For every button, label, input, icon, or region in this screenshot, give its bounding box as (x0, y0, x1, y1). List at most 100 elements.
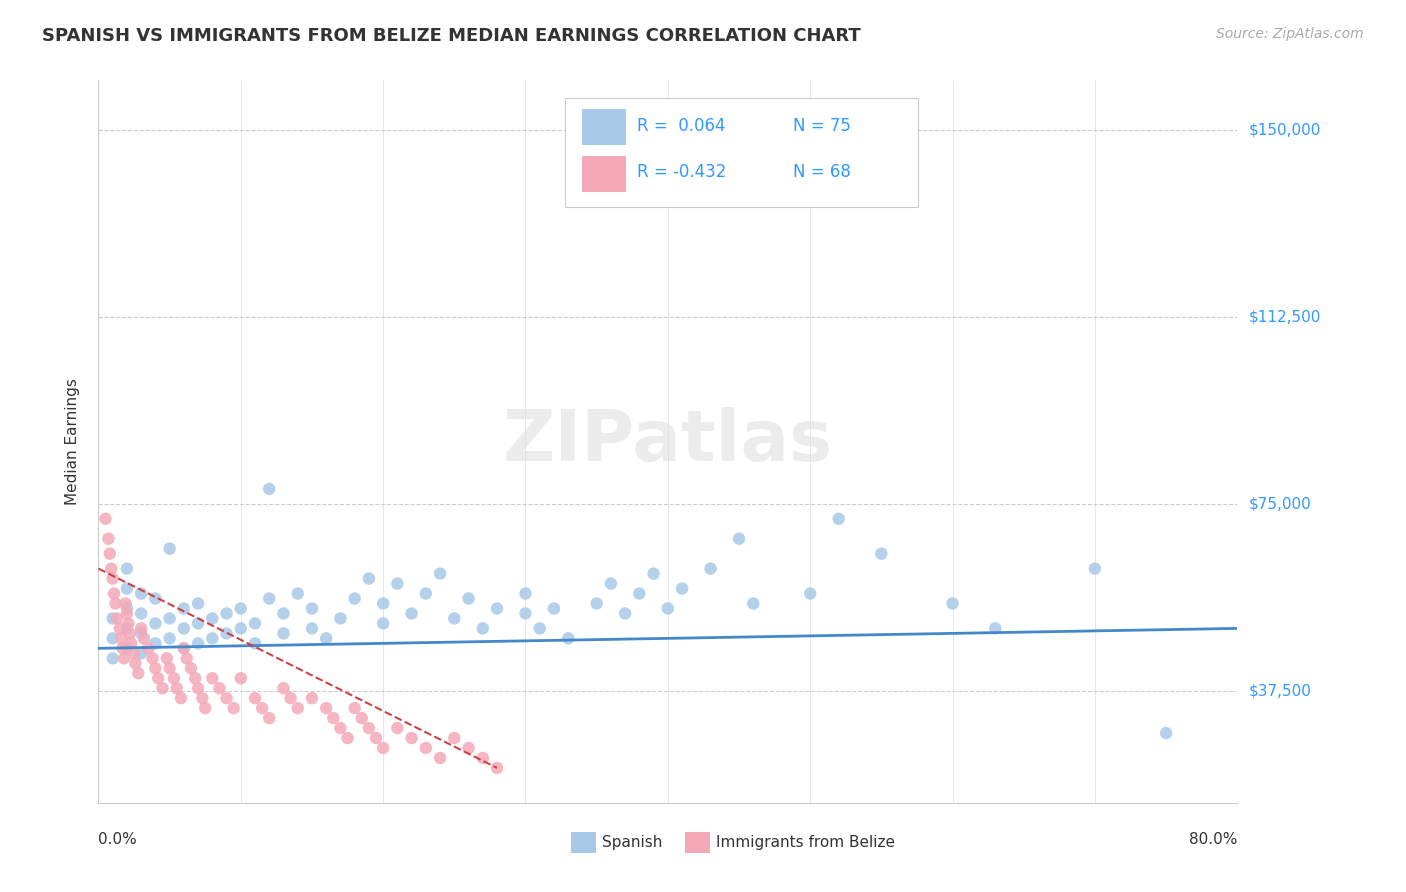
Point (101, 651, 124, 665)
Text: $150,000: $150,000 (1249, 122, 1320, 137)
Point (115, 607, 138, 621)
Point (287, 586, 309, 600)
Point (101, 572, 124, 586)
Point (315, 632, 337, 646)
Point (742, 597, 765, 611)
Point (415, 586, 437, 600)
Point (114, 597, 136, 611)
Point (243, 616, 266, 631)
Point (115, 582, 138, 596)
Point (215, 626, 238, 640)
Point (97, 532, 120, 546)
Point (243, 691, 266, 706)
Text: $112,500: $112,500 (1249, 310, 1320, 325)
Point (173, 641, 195, 656)
Point (373, 597, 395, 611)
Point (486, 761, 509, 775)
Point (401, 731, 423, 745)
Point (110, 632, 132, 646)
Point (104, 597, 127, 611)
Point (259, 711, 281, 725)
Point (215, 691, 238, 706)
Point (127, 666, 149, 681)
Text: SPANISH VS IMMIGRANTS FROM BELIZE MEDIAN EARNINGS CORRELATION CHART: SPANISH VS IMMIGRANTS FROM BELIZE MEDIAN… (42, 27, 860, 45)
Point (600, 576, 623, 591)
Point (145, 616, 167, 631)
Text: N = 75: N = 75 (793, 117, 851, 135)
Text: Spanish: Spanish (602, 835, 662, 850)
Point (643, 566, 665, 581)
Point (191, 691, 214, 706)
Point (343, 701, 366, 715)
Point (101, 632, 124, 646)
Point (373, 616, 395, 631)
Point (129, 646, 152, 660)
Text: Immigrants from Belize: Immigrants from Belize (716, 835, 894, 850)
Point (159, 611, 181, 625)
Point (671, 582, 693, 596)
Point (201, 611, 224, 625)
Point (942, 597, 965, 611)
Point (273, 626, 295, 640)
Point (443, 611, 465, 625)
Text: R = -0.432: R = -0.432 (637, 163, 727, 181)
Point (201, 671, 224, 685)
Point (187, 597, 209, 611)
Point (443, 731, 465, 745)
Point (457, 591, 479, 606)
FancyBboxPatch shape (565, 98, 918, 207)
FancyBboxPatch shape (582, 156, 626, 193)
Point (145, 636, 167, 650)
Point (120, 636, 142, 650)
Point (357, 572, 380, 586)
Point (415, 741, 437, 756)
Point (222, 701, 245, 715)
Point (301, 691, 323, 706)
Point (136, 641, 159, 656)
Point (122, 646, 145, 660)
Point (118, 626, 141, 640)
Point (350, 711, 373, 725)
Point (132, 632, 155, 646)
Point (129, 586, 152, 600)
Point (486, 601, 509, 615)
Point (124, 657, 146, 671)
Point (98, 547, 121, 561)
Point (457, 741, 479, 756)
Point (94, 512, 117, 526)
Point (145, 591, 167, 606)
Point (585, 597, 607, 611)
Point (243, 636, 266, 650)
Point (173, 601, 195, 615)
Point (529, 621, 551, 635)
Point (176, 651, 198, 665)
Point (100, 561, 122, 575)
Text: ZIPatlas: ZIPatlas (503, 407, 832, 476)
Point (173, 621, 195, 635)
Point (387, 576, 409, 591)
Point (103, 586, 125, 600)
Point (799, 586, 821, 600)
Point (145, 661, 167, 675)
Point (343, 591, 366, 606)
Point (156, 651, 179, 665)
Point (187, 616, 209, 631)
Point (357, 721, 380, 735)
Point (229, 621, 252, 635)
Point (129, 621, 152, 635)
Text: R =  0.064: R = 0.064 (637, 117, 725, 135)
Point (984, 621, 1007, 635)
Point (543, 601, 565, 615)
Point (259, 482, 281, 496)
Point (215, 607, 238, 621)
Point (184, 671, 207, 685)
Point (112, 651, 135, 665)
Point (322, 711, 344, 725)
Point (170, 691, 193, 706)
Text: $37,500: $37,500 (1249, 683, 1312, 698)
Point (471, 751, 494, 765)
Point (401, 607, 423, 621)
Point (315, 701, 337, 715)
Point (364, 731, 387, 745)
Point (187, 636, 209, 650)
